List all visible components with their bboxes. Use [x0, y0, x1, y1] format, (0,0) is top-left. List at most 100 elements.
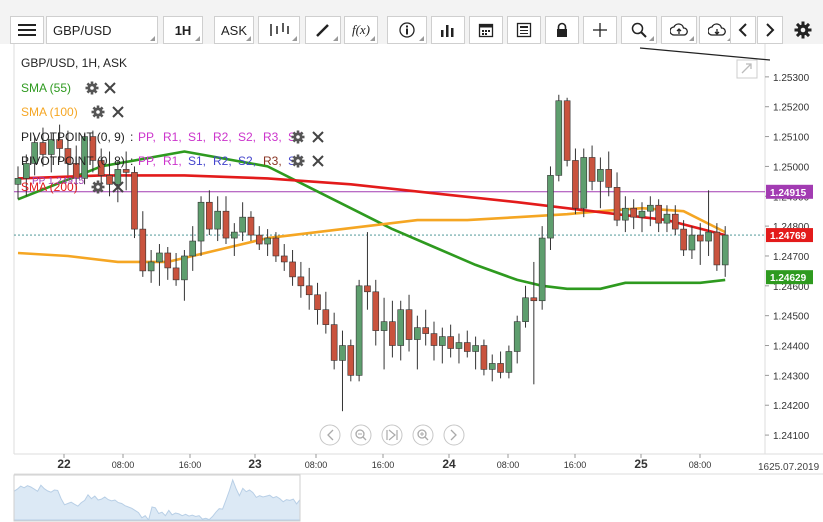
volume-button[interactable]: [431, 16, 465, 44]
candle: [430, 321, 438, 361]
symbol-label: GBP/USD: [53, 22, 112, 38]
indicator-settings-gear-icon[interactable]: [85, 81, 99, 95]
candle: [538, 226, 546, 310]
indicator-row[interactable]: SMA (55): [21, 81, 116, 95]
indicator-param: PP,: [138, 130, 156, 144]
candle-body-up: [147, 261, 155, 272]
candle-body-up: [214, 210, 221, 230]
time-tick-label: 08:00: [112, 460, 135, 470]
candle: [713, 223, 721, 271]
indicator-param: R1,: [163, 130, 182, 144]
indicator-label: SMA (100): [21, 105, 78, 119]
candle-body-up: [647, 204, 654, 212]
indicator-settings-gear-icon[interactable]: [91, 180, 105, 194]
indicator-remove-close-icon[interactable]: [104, 82, 116, 94]
candle: [480, 339, 488, 376]
candle: [106, 151, 113, 197]
candle-body-down: [347, 345, 355, 376]
info-button[interactable]: [387, 16, 427, 44]
navigator[interactable]: [13, 474, 301, 522]
time-tick-label: 16:00: [564, 460, 587, 470]
scroll-left-button[interactable]: [730, 16, 756, 44]
trend-line[interactable]: [639, 47, 771, 61]
candle-body-down: [122, 169, 130, 173]
chevron-right-icon: [766, 23, 775, 37]
price-badge-label: 1.24629: [770, 273, 807, 284]
candle: [622, 196, 629, 233]
close-cross: [112, 106, 124, 118]
candle: [389, 300, 396, 358]
indicator-param: R3,: [263, 154, 282, 168]
candle: [314, 282, 321, 325]
calendar-button[interactable]: [469, 16, 503, 44]
zoom-out-control[interactable]: [350, 424, 372, 446]
price-tick-label: 1.24600: [773, 282, 810, 293]
candle: [89, 130, 97, 173]
zoom-button[interactable]: [621, 16, 657, 44]
candle-body-up: [23, 163, 30, 179]
time-axis: 22 08:00 16:00 23 08:00 16:00 24 08:00 16:00 25 08…: [57, 454, 711, 471]
indicator-settings-gear-icon[interactable]: [291, 130, 305, 144]
expand-icon[interactable]: [736, 59, 758, 79]
draw-tool-button[interactable]: [305, 16, 341, 44]
price-side-selector[interactable]: ASK: [214, 16, 254, 44]
indicator-param: S1,: [188, 154, 206, 168]
timeframe-label: 1H: [174, 22, 192, 38]
scroll-right-button[interactable]: [757, 16, 783, 44]
candle-body-down: [696, 234, 704, 242]
indicators-button[interactable]: f(x): [344, 16, 378, 44]
candle-body-down: [305, 285, 313, 296]
candle: [181, 250, 188, 301]
scroll-right-control[interactable]: [443, 424, 465, 446]
zoom-in-control[interactable]: [412, 424, 434, 446]
indicator-remove-close-icon[interactable]: [312, 131, 324, 143]
symbol-selector[interactable]: GBP/USD: [46, 16, 158, 44]
chart-type-button[interactable]: [258, 16, 300, 44]
lock-button[interactable]: [545, 16, 579, 44]
indicator-row[interactable]: PIVOTPOINT (0, 8):PP,R1,S1,R2,S2,R3,S3: [21, 154, 324, 168]
candle: [688, 226, 696, 259]
candle: [705, 190, 712, 256]
menu-button[interactable]: [10, 16, 44, 44]
candle: [463, 330, 471, 358]
candle-body-up: [555, 100, 563, 176]
crosshair-button[interactable]: [583, 16, 617, 44]
candle: [355, 279, 363, 382]
indicator-settings-gear-icon[interactable]: [91, 105, 105, 119]
candle: [422, 309, 429, 346]
cloud-upload-icon: [670, 23, 688, 36]
toolbar: GBP/USD 1H ASK f(x): [0, 0, 823, 45]
close-cross: [104, 82, 116, 94]
indicator-settings-gear-icon[interactable]: [291, 154, 305, 168]
candle: [455, 333, 463, 364]
candle-body-down: [206, 201, 213, 230]
settings-button[interactable]: [789, 16, 817, 44]
candle-body-up: [339, 345, 346, 361]
price-chart[interactable]: 1.253001.252001.251001.250001.249001.248…: [0, 44, 823, 522]
indicator-remove-close-icon[interactable]: [112, 181, 124, 193]
indicator-row[interactable]: SMA (100): [21, 105, 124, 119]
news-button[interactable]: [507, 16, 541, 44]
candle-body-down: [497, 363, 504, 373]
time-tick-label: 16:00: [372, 460, 395, 470]
scroll-left-control[interactable]: [319, 424, 341, 446]
indicator-remove-close-icon[interactable]: [312, 155, 324, 167]
timeframe-selector[interactable]: 1H: [163, 16, 203, 44]
chevron-left-icon: [738, 23, 747, 37]
indicator-row[interactable]: PIVOTPOINT (0, 9):PP,R1,S1,R2,S2,R3,S3: [21, 130, 324, 144]
candle-body-down: [289, 261, 296, 278]
reset-zoom-control[interactable]: [381, 424, 403, 446]
candle-body-down: [430, 333, 438, 346]
candle: [647, 196, 654, 227]
price-tick-label: 1.24100: [773, 431, 810, 442]
price-badges: 1.24915 1.24769 1.24629: [766, 184, 813, 285]
indicator-remove-close-icon[interactable]: [112, 106, 124, 118]
indicator-row[interactable]: SMA (200): [21, 180, 124, 194]
candle-body-up: [414, 327, 421, 340]
candle-body-up: [505, 351, 513, 373]
upload-button[interactable]: [661, 16, 697, 44]
candle: [330, 312, 338, 370]
candle: [264, 229, 271, 256]
candle-body-down: [247, 216, 255, 236]
navigator-window[interactable]: [13, 474, 301, 522]
